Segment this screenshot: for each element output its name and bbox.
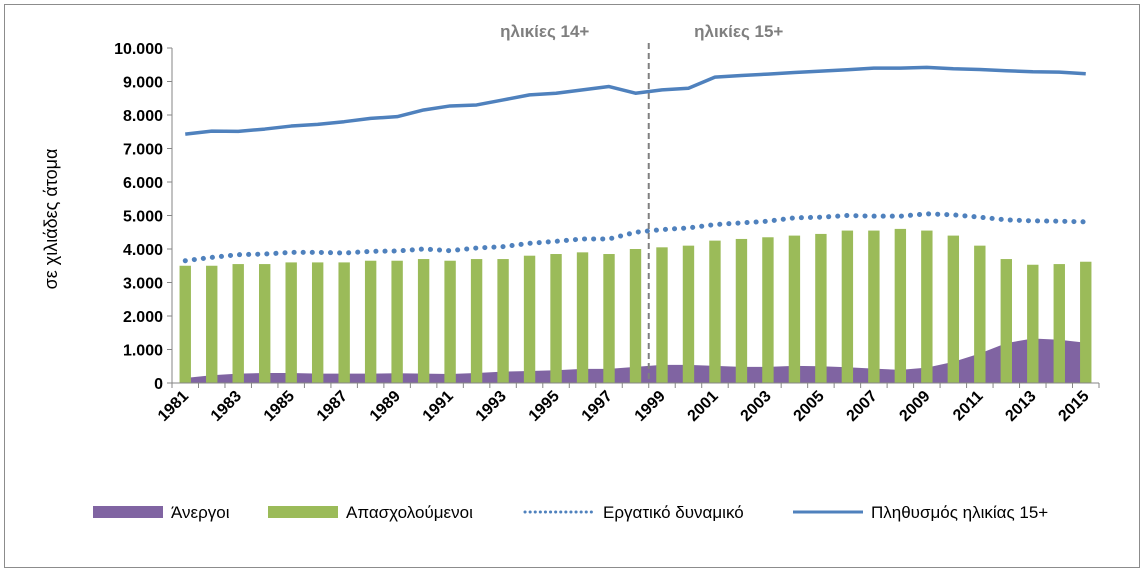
annotation-ages-14plus: ηλικίες 14+ bbox=[500, 22, 589, 41]
annotation-ages-15plus: ηλικίες 15+ bbox=[694, 22, 783, 41]
y-tick-label: 3.000 bbox=[123, 276, 163, 293]
legend-swatch bbox=[268, 506, 338, 518]
bar-employed bbox=[364, 260, 377, 383]
y-tick-label: 8.000 bbox=[123, 108, 163, 125]
bar-employed bbox=[206, 265, 218, 383]
bar-employed bbox=[285, 262, 297, 383]
legend-label: Άνεργοι bbox=[171, 503, 230, 522]
bar-employed bbox=[1027, 264, 1039, 383]
bar-employed bbox=[179, 265, 191, 383]
bar-employed bbox=[974, 245, 986, 383]
bar-employed bbox=[444, 260, 456, 383]
legend-item: Άνεργοι bbox=[93, 503, 230, 522]
series-line-labour-force bbox=[182, 211, 1089, 264]
series-area-unemployed bbox=[185, 338, 1086, 383]
bar-employed bbox=[417, 259, 430, 383]
x-tick-label: 2015 bbox=[1055, 388, 1092, 425]
y-tick-label: 1.000 bbox=[123, 343, 163, 360]
bar-employed bbox=[894, 228, 907, 383]
x-tick-label: 1987 bbox=[314, 388, 351, 425]
x-tick-label: 1997 bbox=[579, 388, 616, 425]
y-tick-label: 7.000 bbox=[123, 142, 163, 159]
x-tick-label: 2003 bbox=[738, 388, 775, 425]
x-tick-label: 1995 bbox=[526, 388, 563, 425]
bar-employed bbox=[788, 235, 801, 383]
legend-item: Πληθυσμός ηλικίας 15+ bbox=[793, 503, 1048, 522]
y-tick-label: 9.000 bbox=[123, 75, 163, 92]
x-tick-label: 1983 bbox=[208, 388, 245, 425]
x-tick-label: 2013 bbox=[1002, 388, 1039, 425]
x-tick-label: 1991 bbox=[420, 388, 457, 425]
bar-employed bbox=[259, 264, 271, 383]
bar-employed bbox=[1053, 264, 1065, 383]
y-tick-label: 2.000 bbox=[123, 309, 163, 326]
y-tick-label: 10.000 bbox=[114, 41, 163, 58]
series-line-population bbox=[185, 65, 1086, 136]
bar-employed bbox=[311, 262, 324, 383]
bar-employed bbox=[391, 260, 403, 383]
y-tick-label: 5.000 bbox=[123, 209, 163, 226]
bar-employed bbox=[815, 233, 827, 383]
bar-employed bbox=[603, 254, 615, 383]
bar-employed bbox=[947, 235, 960, 383]
x-tick-label: 1981 bbox=[155, 388, 192, 425]
legend-label: Εργατικό δυναμικό bbox=[603, 503, 744, 522]
x-tick-label: 2005 bbox=[791, 388, 828, 425]
y-tick-label: 0 bbox=[154, 376, 163, 393]
x-tick-label: 1993 bbox=[473, 388, 510, 425]
bar-employed bbox=[709, 240, 721, 383]
x-tick-label: 2001 bbox=[685, 388, 722, 425]
bar-employed bbox=[762, 237, 774, 383]
bar-employed bbox=[682, 245, 695, 383]
x-tick-label: 2011 bbox=[950, 388, 987, 425]
x-tick-label: 2007 bbox=[844, 388, 881, 425]
legend-item: Εργατικό δυναμικό bbox=[523, 503, 744, 522]
x-tick-label: 1985 bbox=[261, 388, 298, 425]
bar-employed bbox=[576, 252, 589, 383]
bar-employed bbox=[497, 259, 509, 383]
chart-frame: σε χιλιάδες άτομα 0 1.000 2.000 3.000 4.000 5… bbox=[4, 4, 1140, 568]
legend-label: Απασχολούμενοι bbox=[346, 503, 473, 522]
y-tick-label: 4.000 bbox=[123, 242, 163, 259]
bar-employed bbox=[735, 238, 748, 383]
legend-label: Πληθυσμός ηλικίας 15+ bbox=[871, 503, 1048, 522]
legend-swatch bbox=[93, 506, 163, 518]
bar-employed bbox=[656, 247, 668, 383]
bar-employed bbox=[550, 254, 562, 383]
y-tick-label: 6.000 bbox=[123, 175, 163, 192]
bar-employed bbox=[629, 249, 642, 383]
legend-item: Απασχολούμενοι bbox=[268, 503, 473, 522]
bar-employed bbox=[232, 264, 244, 383]
chart-svg: σε χιλιάδες άτομα 0 1.000 2.000 3.000 4.000 5… bbox=[41, 22, 1100, 522]
x-tick-label: 2009 bbox=[896, 388, 933, 425]
y-axis-label: σε χιλιάδες άτομα bbox=[41, 149, 61, 290]
bar-employed bbox=[470, 259, 483, 383]
bar-employed bbox=[523, 255, 536, 383]
legend: Άνεργοι Απασχολούμενοι Εργατικό δυναμικό Πλ… bbox=[93, 503, 1048, 522]
bar-employed bbox=[921, 230, 933, 383]
x-tick-label: 1999 bbox=[632, 388, 669, 425]
x-tick-label: 1989 bbox=[367, 388, 404, 425]
bar-employed bbox=[338, 262, 350, 383]
bar-employed bbox=[1080, 261, 1092, 383]
bar-employed bbox=[841, 230, 854, 383]
bar-employed bbox=[1000, 259, 1012, 383]
bar-employed bbox=[868, 230, 880, 383]
